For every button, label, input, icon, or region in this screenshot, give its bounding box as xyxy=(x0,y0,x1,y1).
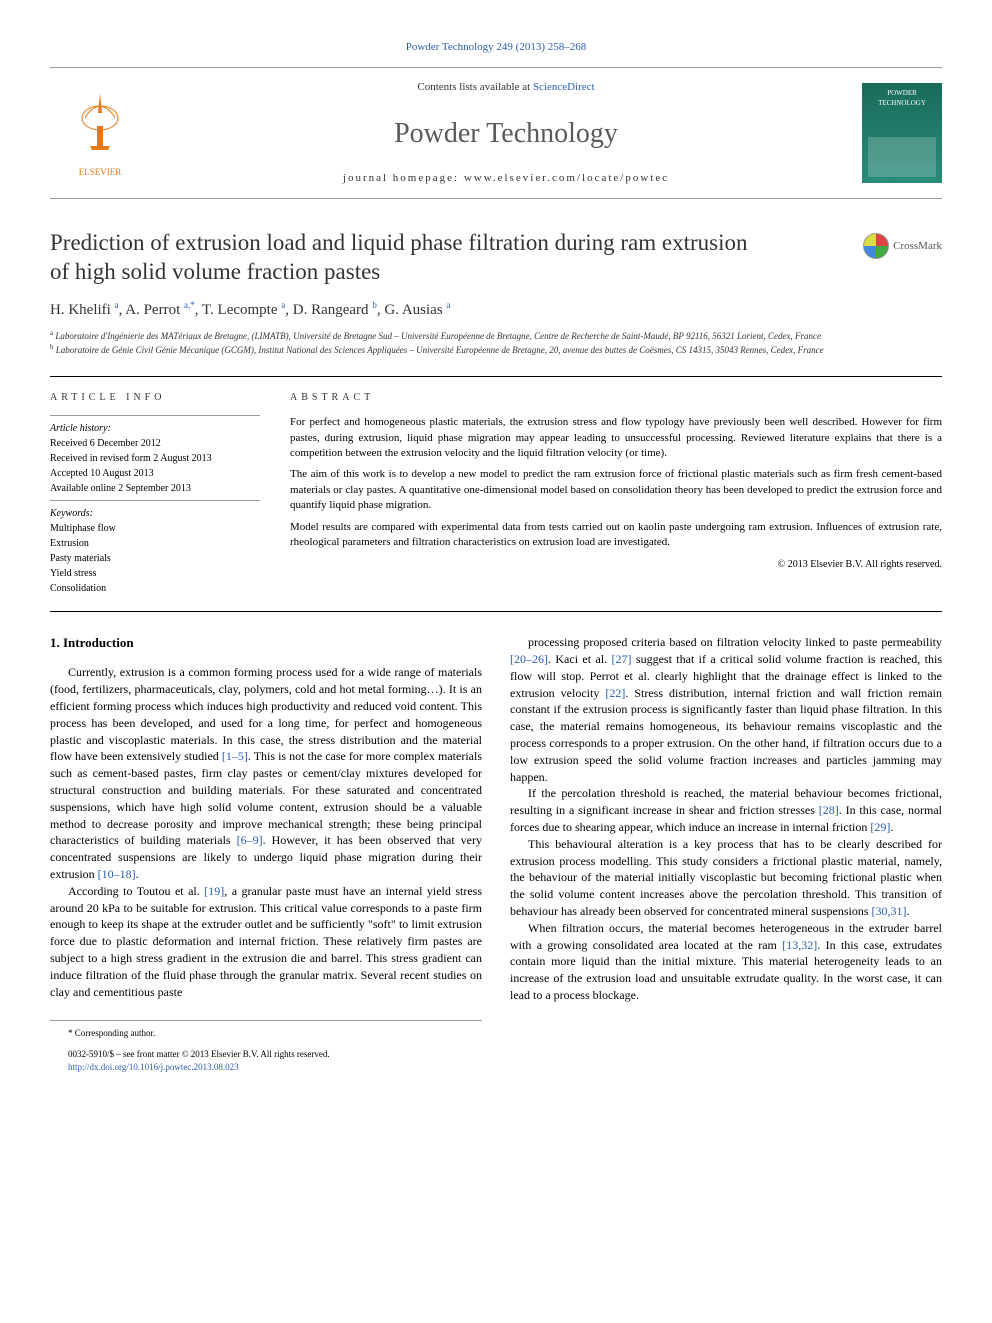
homepage-prefix: journal homepage: xyxy=(343,172,464,184)
journal-ref-link[interactable]: Powder Technology 249 (2013) 258–268 xyxy=(406,41,587,53)
abstract-paragraph: For perfect and homogeneous plastic mate… xyxy=(290,415,942,461)
contents-line: Contents lists available at ScienceDirec… xyxy=(170,80,842,95)
section-number: 1. xyxy=(50,635,60,650)
history-label: Article history: xyxy=(50,422,260,436)
section-1-heading: 1. Introduction xyxy=(50,634,482,652)
keyword-item: Multiphase flow xyxy=(50,522,260,536)
section-title: Introduction xyxy=(63,635,134,650)
body-paragraph: When filtration occurs, the material bec… xyxy=(510,920,942,1004)
doi-link[interactable]: http://dx.doi.org/10.1016/j.powtec.2013.… xyxy=(68,1062,239,1072)
abstract-paragraph: Model results are compared with experime… xyxy=(290,520,942,551)
article-history-block: Article history: Received 6 December 201… xyxy=(50,415,260,496)
front-matter-line: 0032-5910/$ – see front matter © 2013 El… xyxy=(50,1048,482,1061)
citation-ref[interactable]: [10–18] xyxy=(98,867,136,881)
history-item: Available online 2 September 2013 xyxy=(50,482,260,496)
affiliation-line: a Laboratoire d'Ingénierie des MATériaux… xyxy=(50,329,942,343)
affiliations: a Laboratoire d'Ingénierie des MATériaux… xyxy=(50,329,942,356)
crossmark-icon xyxy=(863,233,889,259)
cover-title: POWDER TECHNOLOGY xyxy=(868,89,936,109)
affiliation-line: b Laboratoire de Génie Civil Génie Mécan… xyxy=(50,343,942,357)
corresponding-author-note: Corresponding author. xyxy=(75,1028,156,1038)
page-footer: * Corresponding author. 0032-5910/$ – se… xyxy=(50,1020,482,1073)
citation-ref[interactable]: [27] xyxy=(612,652,632,666)
citation-ref[interactable]: [20–26] xyxy=(510,652,548,666)
body-paragraph: This behavioural alteration is a key pro… xyxy=(510,836,942,920)
cover-art-placeholder xyxy=(868,137,936,177)
keyword-item: Extrusion xyxy=(50,537,260,551)
contents-prefix: Contents lists available at xyxy=(417,81,532,93)
keyword-item: Pasty materials xyxy=(50,552,260,566)
keyword-item: Consolidation xyxy=(50,582,260,596)
citation-ref[interactable]: [29] xyxy=(870,820,890,834)
info-abstract-row: article info Article history: Received 6… xyxy=(50,376,942,612)
abstract-heading: abstract xyxy=(290,391,942,405)
homepage-line: journal homepage: www.elsevier.com/locat… xyxy=(170,171,842,186)
citation-ref[interactable]: [19] xyxy=(204,884,224,898)
journal-title: Powder Technology xyxy=(170,114,842,153)
body-paragraph: Currently, extrusion is a common forming… xyxy=(50,664,482,882)
homepage-url[interactable]: www.elsevier.com/locate/powtec xyxy=(464,172,669,184)
publisher-name: ELSEVIER xyxy=(79,166,122,179)
abstract-column: abstract For perfect and homogeneous pla… xyxy=(290,391,942,597)
right-column: processing proposed criteria based on fi… xyxy=(510,634,942,1073)
keyword-item: Yield stress xyxy=(50,567,260,581)
citation-ref[interactable]: [22] xyxy=(605,686,625,700)
header-center: Contents lists available at ScienceDirec… xyxy=(170,80,842,186)
citation-ref[interactable]: [6–9] xyxy=(237,833,263,847)
history-item: Received in revised form 2 August 2013 xyxy=(50,452,260,466)
citation-ref[interactable]: [13,32] xyxy=(782,938,817,952)
elsevier-tree-icon xyxy=(70,88,130,166)
corresponding-star-icon: * xyxy=(68,1028,73,1038)
history-item: Received 6 December 2012 xyxy=(50,437,260,451)
body-paragraph: processing proposed criteria based on fi… xyxy=(510,634,942,785)
keywords-block: Keywords: Multiphase flowExtrusionPasty … xyxy=(50,500,260,596)
article-info-column: article info Article history: Received 6… xyxy=(50,391,260,597)
left-column: 1. Introduction Currently, extrusion is … xyxy=(50,634,482,1073)
journal-header-bar: ELSEVIER Contents lists available at Sci… xyxy=(50,67,942,199)
publisher-logo: ELSEVIER xyxy=(50,78,150,188)
citation-ref[interactable]: [28] xyxy=(819,803,839,817)
journal-reference: Powder Technology 249 (2013) 258–268 xyxy=(50,40,942,55)
abstract-copyright: © 2013 Elsevier B.V. All rights reserved… xyxy=(290,558,942,572)
keywords-label: Keywords: xyxy=(50,507,260,521)
crossmark-label: CrossMark xyxy=(893,239,942,254)
body-columns: 1. Introduction Currently, extrusion is … xyxy=(50,634,942,1073)
article-title: Prediction of extrusion load and liquid … xyxy=(50,229,770,287)
author-list: H. Khelifi a, A. Perrot a,*, T. Lecompte… xyxy=(50,299,942,321)
body-paragraph: According to Toutou et al. [19], a granu… xyxy=(50,883,482,1001)
citation-ref[interactable]: [1–5] xyxy=(222,749,248,763)
history-item: Accepted 10 August 2013 xyxy=(50,467,260,481)
page: Powder Technology 249 (2013) 258–268 ELS… xyxy=(0,0,992,1113)
journal-cover-thumbnail: POWDER TECHNOLOGY xyxy=(862,83,942,183)
body-paragraph: If the percolation threshold is reached,… xyxy=(510,785,942,835)
article-info-heading: article info xyxy=(50,391,260,405)
crossmark-badge[interactable]: CrossMark xyxy=(863,233,942,259)
sciencedirect-link[interactable]: ScienceDirect xyxy=(533,81,595,93)
title-block: Prediction of extrusion load and liquid … xyxy=(50,229,942,287)
abstract-paragraph: The aim of this work is to develop a new… xyxy=(290,467,942,513)
citation-ref[interactable]: [30,31] xyxy=(872,904,907,918)
